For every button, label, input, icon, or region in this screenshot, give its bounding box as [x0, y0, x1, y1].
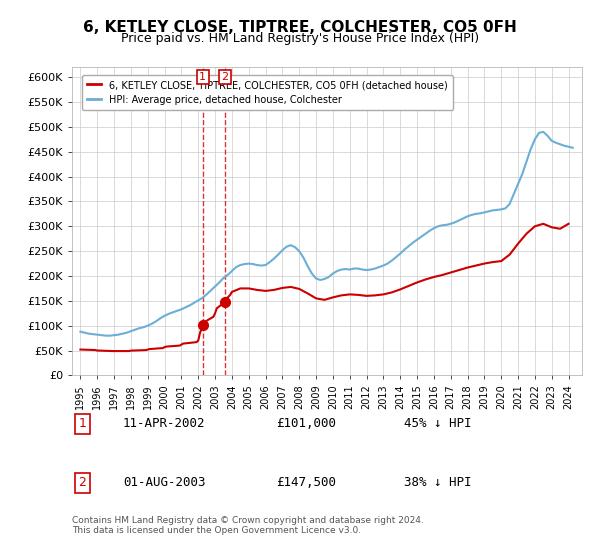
Text: Price paid vs. HM Land Registry's House Price Index (HPI): Price paid vs. HM Land Registry's House … [121, 32, 479, 45]
Text: £101,000: £101,000 [276, 417, 336, 431]
Text: £147,500: £147,500 [276, 477, 336, 489]
Legend: 6, KETLEY CLOSE, TIPTREE, COLCHESTER, CO5 0FH (detached house), HPI: Average pri: 6, KETLEY CLOSE, TIPTREE, COLCHESTER, CO… [82, 75, 453, 110]
Text: 11-APR-2002: 11-APR-2002 [123, 417, 205, 431]
Text: 38% ↓ HPI: 38% ↓ HPI [404, 477, 471, 489]
Text: 45% ↓ HPI: 45% ↓ HPI [404, 417, 471, 431]
Text: 1: 1 [78, 417, 86, 431]
Text: 01-AUG-2003: 01-AUG-2003 [123, 477, 205, 489]
Text: 2: 2 [78, 477, 86, 489]
Text: Contains HM Land Registry data © Crown copyright and database right 2024.
This d: Contains HM Land Registry data © Crown c… [72, 516, 424, 535]
Text: 6, KETLEY CLOSE, TIPTREE, COLCHESTER, CO5 0FH: 6, KETLEY CLOSE, TIPTREE, COLCHESTER, CO… [83, 20, 517, 35]
Text: 2: 2 [221, 72, 229, 82]
Text: 1: 1 [199, 72, 206, 82]
